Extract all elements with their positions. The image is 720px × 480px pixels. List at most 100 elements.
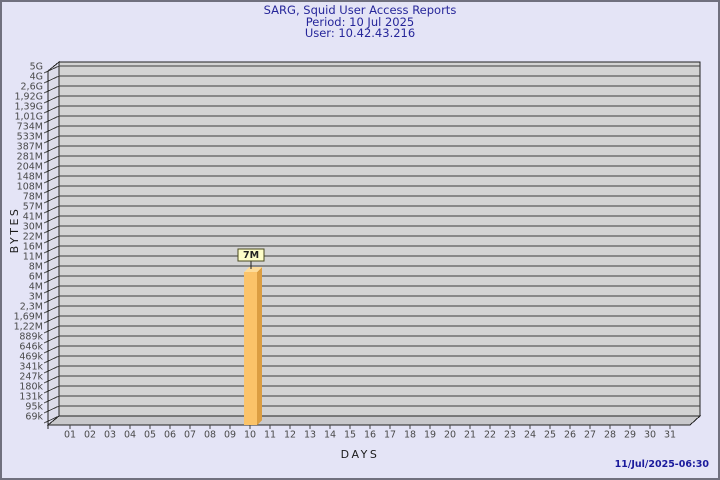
y-tick bbox=[43, 125, 60, 134]
y-tick-label: 180k bbox=[19, 382, 43, 393]
y-tick-label: 41M bbox=[23, 212, 43, 223]
x-tick-label: 27 bbox=[584, 430, 596, 441]
y-tick bbox=[43, 255, 60, 264]
x-tick-label: 13 bbox=[304, 430, 316, 441]
x-tick-label: 12 bbox=[284, 430, 296, 441]
bar-day-10 bbox=[244, 272, 257, 425]
y-tick-label: 30M bbox=[23, 222, 43, 233]
y-tick bbox=[43, 415, 60, 424]
y-tick bbox=[43, 115, 60, 124]
y-tick bbox=[43, 355, 60, 364]
x-tick-label: 03 bbox=[104, 430, 116, 441]
report-generated-timestamp: 11/Jul/2025-06:30 bbox=[614, 459, 709, 470]
x-tick-label: 30 bbox=[644, 430, 656, 441]
x-tick-label: 08 bbox=[204, 430, 216, 441]
y-tick bbox=[43, 195, 60, 204]
x-tick-label: 17 bbox=[384, 430, 396, 441]
y-tick bbox=[43, 185, 60, 194]
y-tick bbox=[43, 305, 60, 314]
y-tick-label: 69k bbox=[25, 412, 43, 423]
y-tick bbox=[43, 345, 60, 354]
y-tick-label: 2,3M bbox=[20, 302, 43, 313]
x-tick-label: 20 bbox=[444, 430, 456, 441]
x-tick-label: 25 bbox=[544, 430, 556, 441]
y-tick bbox=[43, 315, 60, 324]
plot-back-wall bbox=[58, 61, 701, 417]
x-tick-label: 21 bbox=[464, 430, 476, 441]
x-tick-label: 26 bbox=[564, 430, 576, 441]
y-tick bbox=[43, 235, 60, 244]
x-tick-label: 28 bbox=[604, 430, 616, 441]
bar-top-face bbox=[244, 267, 262, 273]
y-tick bbox=[43, 275, 60, 284]
y-tick bbox=[43, 145, 60, 154]
y-tick-label: 1,39G bbox=[14, 102, 43, 113]
x-tick-label: 07 bbox=[184, 430, 196, 441]
x-tick-label: 02 bbox=[84, 430, 96, 441]
x-tick-label: 19 bbox=[424, 430, 436, 441]
y-tick-label: 204M bbox=[17, 162, 43, 173]
y-tick-label: 22M bbox=[23, 232, 43, 243]
x-tick-label: 05 bbox=[144, 430, 156, 441]
x-tick-label: 22 bbox=[484, 430, 496, 441]
y-tick-label: 1,92G bbox=[14, 92, 43, 103]
y-tick-label: 108M bbox=[17, 182, 43, 193]
y-tick bbox=[43, 365, 60, 374]
bar-value-label: 7M bbox=[243, 250, 259, 261]
x-tick-label: 06 bbox=[164, 430, 176, 441]
y-tick bbox=[43, 135, 60, 144]
y-tick bbox=[43, 215, 60, 224]
x-tick-label: 24 bbox=[524, 430, 536, 441]
y-tick bbox=[43, 395, 60, 404]
y-tick-label: 131k bbox=[19, 392, 43, 403]
y-tick bbox=[43, 105, 60, 114]
x-tick-label: 18 bbox=[404, 430, 416, 441]
y-tick-label: 889k bbox=[19, 332, 43, 343]
y-tick bbox=[43, 175, 60, 184]
y-tick bbox=[43, 325, 60, 334]
y-tick bbox=[43, 85, 60, 94]
x-tick-label: 11 bbox=[264, 430, 276, 441]
y-tick-label: 148M bbox=[17, 172, 43, 183]
y-tick bbox=[43, 295, 60, 304]
x-tick-label: 10 bbox=[244, 430, 256, 441]
y-tick-label: 11M bbox=[23, 252, 43, 263]
x-tick-label: 14 bbox=[324, 430, 336, 441]
chart-title: SARG, Squid User Access Reports bbox=[263, 3, 457, 17]
y-tick-label: 78M bbox=[23, 192, 43, 203]
x-tick-label: 29 bbox=[624, 430, 636, 441]
y-tick-label: 3M bbox=[29, 292, 43, 303]
y-tick bbox=[43, 385, 60, 394]
bar-side-face bbox=[257, 267, 262, 425]
x-tick-label: 31 bbox=[664, 430, 676, 441]
y-tick-label: 8M bbox=[29, 262, 43, 273]
y-tick bbox=[43, 245, 60, 254]
y-tick-label: 4G bbox=[30, 72, 43, 83]
y-tick bbox=[43, 375, 60, 384]
y-tick-label: 341k bbox=[19, 362, 43, 373]
y-tick bbox=[43, 405, 60, 414]
y-tick bbox=[43, 285, 60, 294]
y-tick bbox=[43, 265, 60, 274]
x-tick-label: 16 bbox=[364, 430, 376, 441]
y-tick-label: 533M bbox=[17, 132, 43, 143]
y-tick-label: 387M bbox=[17, 142, 43, 153]
y-tick-label: 646k bbox=[19, 342, 43, 353]
y-tick bbox=[43, 155, 60, 164]
y-tick-label: 16M bbox=[23, 242, 43, 253]
x-tick-label: 04 bbox=[124, 430, 136, 441]
x-axis-title: DAYS bbox=[340, 448, 380, 461]
y-tick-label: 4M bbox=[29, 282, 43, 293]
y-tick bbox=[43, 75, 60, 84]
y-tick-label: 1,22M bbox=[14, 322, 43, 333]
chart-subtitle-period: Period: 10 Jul 2025 bbox=[305, 14, 415, 29]
y-tick-label: 281M bbox=[17, 152, 43, 163]
y-tick bbox=[43, 65, 60, 74]
y-tick bbox=[43, 335, 60, 344]
y-tick-label: 95k bbox=[25, 402, 43, 413]
y-tick bbox=[43, 205, 60, 214]
x-tick-label: 01 bbox=[64, 430, 76, 441]
y-tick-label: 469k bbox=[19, 352, 43, 363]
